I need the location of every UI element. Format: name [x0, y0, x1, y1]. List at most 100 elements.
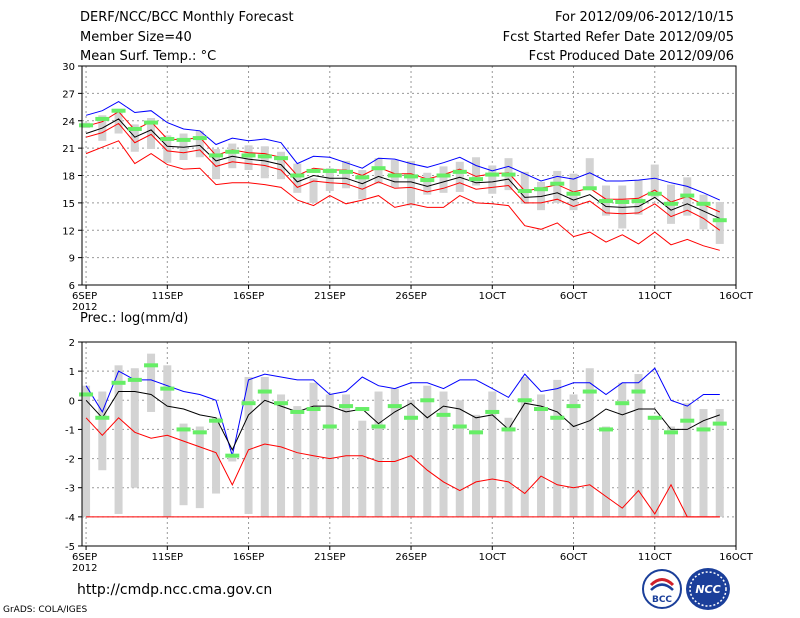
panel2-mean-marker	[517, 398, 532, 403]
panel2-xtick-label: 26SEP	[395, 552, 426, 563]
panel2-box	[407, 400, 416, 517]
panel1-box	[130, 124, 139, 152]
panel1-xtick-label: 1OCT	[479, 291, 507, 302]
panel2-mean-marker	[404, 415, 419, 420]
panel2-box	[537, 394, 546, 517]
panel2-box	[423, 385, 432, 517]
panel1-mean-marker	[452, 169, 467, 174]
panel1-box	[439, 166, 448, 193]
panel1-xtick-label: 6SEP	[72, 291, 97, 302]
panel1-box	[650, 164, 659, 198]
panel2-mean-marker	[550, 415, 565, 420]
panel1-box	[699, 194, 708, 230]
panel2-box	[147, 353, 156, 412]
panel1-box	[634, 180, 643, 215]
panel1-box	[374, 158, 383, 184]
panel1-box	[553, 170, 562, 203]
panel1-box	[325, 168, 334, 192]
panel2-ytick-label: 0	[69, 396, 75, 407]
panel1-mean-marker	[355, 175, 370, 180]
panel1-ytick-label: 6	[69, 281, 75, 292]
panel2-mean-marker	[664, 430, 679, 435]
panel2-box	[390, 388, 399, 517]
panel1-xtick-label: 16SEP	[233, 291, 264, 302]
panel2-mean-marker	[257, 389, 272, 394]
panel2-xtick-label: 21SEP	[314, 552, 345, 563]
panel2-mean-marker	[387, 404, 402, 409]
panel2-mean-marker	[599, 427, 614, 432]
panel1-box	[244, 145, 253, 171]
panel1-mean-marker	[111, 108, 126, 113]
panel2-box	[504, 417, 513, 517]
panel1-box	[715, 201, 724, 244]
panel1-mean-marker	[176, 137, 191, 142]
panel2-ytick-label: 1	[69, 367, 75, 378]
panel1-mean-marker	[550, 181, 565, 186]
panel2-box	[585, 368, 594, 517]
panel2-xtick-label: 1OCT	[479, 552, 507, 563]
panel2-lower-line	[85, 417, 720, 518]
panel1-mean-marker	[160, 137, 175, 141]
forecast-period: For 2012/09/06-2012/10/15	[555, 10, 734, 25]
panel1-mean-marker	[647, 191, 662, 196]
panel2-box	[130, 368, 139, 488]
panel2-mean-marker	[127, 377, 142, 382]
panel1-mean-marker	[517, 189, 532, 194]
panel2-mean-marker	[631, 389, 646, 394]
panel1-box	[423, 172, 432, 195]
panel2-box	[472, 414, 481, 517]
panel2-mean-marker	[469, 430, 484, 435]
panel1-box	[358, 170, 367, 200]
panel1-mean-marker	[79, 123, 94, 128]
panel1-mean-marker	[322, 168, 337, 173]
ncc-logo: NCC	[684, 566, 732, 612]
panel2-box	[439, 391, 448, 517]
panel2-box	[634, 374, 643, 517]
panel2-box	[309, 382, 318, 517]
panel2-mean-marker	[582, 389, 597, 394]
panel2-box	[260, 376, 269, 517]
source-url[interactable]: http://cmdp.ncc.cma.gov.cn	[77, 582, 273, 598]
panel1-box	[407, 160, 416, 206]
panel1-xtick-label: 16OCT	[719, 291, 754, 302]
panel2-ytick-label: -3	[65, 484, 75, 495]
panel2-mean-marker	[712, 421, 727, 426]
panel1-ytick-label: 27	[62, 89, 75, 100]
panel2-box	[212, 417, 221, 494]
panel2-box	[520, 376, 529, 517]
panel2-xtick-year: 2012	[72, 563, 97, 574]
panel2-box	[455, 400, 464, 517]
precip-panel-title: Prec.: log(mm/d)	[80, 311, 189, 326]
panel2-mean-marker	[111, 380, 126, 385]
panel1-mean-marker	[241, 153, 256, 158]
panel2-box	[277, 394, 286, 517]
panel2-mean-marker	[95, 415, 110, 420]
panel1-mean-marker	[680, 193, 695, 198]
panel1-xtick-label: 11OCT	[638, 291, 673, 302]
panel2-ytick-label: -1	[65, 425, 75, 436]
panel1-box	[293, 163, 302, 193]
ncc-logo-text: NCC	[695, 583, 720, 596]
panel2-box	[82, 385, 91, 517]
panel2-box	[699, 409, 708, 517]
forecast-started: Fcst Started Refer Date 2012/09/05	[502, 30, 734, 45]
panel2-box	[163, 365, 172, 517]
panel1-mean-marker	[274, 156, 289, 161]
panel1-mean-marker	[387, 173, 402, 178]
panel2-xtick-label: 11SEP	[152, 552, 183, 563]
panel1-ytick-label: 21	[62, 144, 75, 155]
panel2-mean-marker	[647, 415, 662, 420]
member-size: Member Size=40	[80, 30, 192, 45]
panel2-box	[228, 455, 237, 462]
panel1-mean-marker	[209, 153, 224, 158]
panel2-ytick-label: -5	[65, 542, 75, 553]
panel2-xtick-label: 16SEP	[233, 552, 264, 563]
panel2-box	[195, 426, 204, 509]
panel1-mean-marker	[582, 186, 597, 191]
panel2-mean-marker	[566, 404, 581, 409]
grads-credit: GrADS: COLA/IGES	[3, 605, 88, 615]
panel2-mean-marker	[209, 418, 224, 423]
panel1-box	[309, 178, 318, 203]
panel1-ytick-label: 12	[62, 226, 75, 237]
panel2-box	[114, 365, 123, 514]
